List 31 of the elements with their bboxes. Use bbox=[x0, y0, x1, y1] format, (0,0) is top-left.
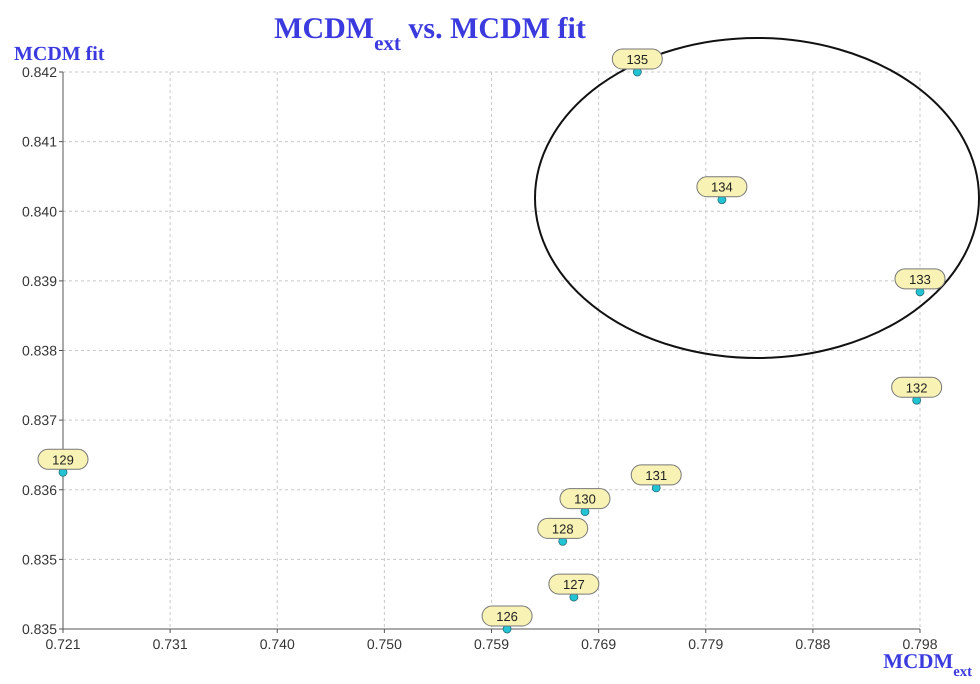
y-tick-label: 0.841 bbox=[22, 134, 58, 150]
y-tick-label: 0.836 bbox=[22, 482, 58, 498]
x-tick-label: 0.750 bbox=[366, 636, 402, 652]
annotation: 131 bbox=[645, 468, 668, 483]
y-tick-label: 0.835 bbox=[22, 551, 58, 568]
y-tick-label: 0.842 bbox=[22, 64, 58, 80]
x-tick-label: 0.779 bbox=[688, 636, 724, 652]
x-tick-label: 0.798 bbox=[902, 636, 938, 652]
y-tick-label: 0.835 bbox=[22, 621, 58, 637]
x-tick-label: 0.740 bbox=[260, 636, 295, 652]
x-tick-label: 0.759 bbox=[474, 636, 510, 652]
x-tick-label: 0.721 bbox=[45, 636, 81, 652]
annotation: 129 bbox=[52, 452, 74, 468]
y-tick-label: 0.840 bbox=[22, 203, 58, 220]
annotation: 130 bbox=[574, 492, 596, 507]
annotation: 132 bbox=[906, 380, 928, 396]
chart-title: MCDM$_{ext}$ vs. MCDM fit bbox=[274, 12, 586, 55]
annotation: 128 bbox=[552, 521, 574, 536]
annotation: 126 bbox=[496, 609, 518, 624]
annotation: 135 bbox=[626, 52, 648, 67]
annotation: 133 bbox=[909, 272, 931, 287]
y-tick-label: 0.838 bbox=[22, 342, 58, 358]
x-tick-label: 0.788 bbox=[795, 636, 831, 652]
x-axis-title: MCDM$_{ext}$ bbox=[883, 649, 972, 680]
y-axis-title: MCDM fit bbox=[14, 43, 105, 65]
y-tick-label: 0.839 bbox=[22, 272, 58, 289]
x-tick-label: 0.731 bbox=[152, 636, 188, 652]
y-tick-label: 0.837 bbox=[22, 412, 58, 428]
x-tick-label: 0.769 bbox=[581, 636, 616, 652]
annotation: 127 bbox=[563, 577, 585, 592]
annotation: 134 bbox=[711, 180, 733, 195]
